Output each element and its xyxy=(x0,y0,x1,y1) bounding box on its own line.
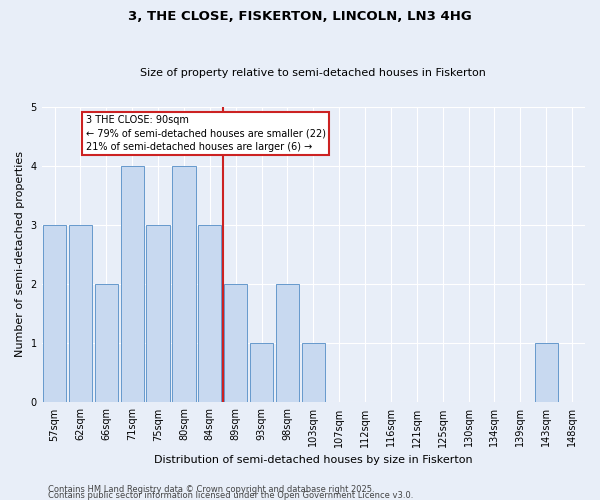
Text: Contains public sector information licensed under the Open Government Licence v3: Contains public sector information licen… xyxy=(48,491,413,500)
Text: 3, THE CLOSE, FISKERTON, LINCOLN, LN3 4HG: 3, THE CLOSE, FISKERTON, LINCOLN, LN3 4H… xyxy=(128,10,472,23)
Y-axis label: Number of semi-detached properties: Number of semi-detached properties xyxy=(15,152,25,358)
Bar xyxy=(121,166,144,402)
Bar xyxy=(198,225,221,402)
Bar xyxy=(302,344,325,402)
Bar xyxy=(146,225,170,402)
Bar xyxy=(276,284,299,403)
Bar xyxy=(69,225,92,402)
Title: Size of property relative to semi-detached houses in Fiskerton: Size of property relative to semi-detach… xyxy=(140,68,486,78)
Text: Contains HM Land Registry data © Crown copyright and database right 2025.: Contains HM Land Registry data © Crown c… xyxy=(48,484,374,494)
Bar xyxy=(95,284,118,403)
Bar xyxy=(535,344,558,402)
Text: 3 THE CLOSE: 90sqm
← 79% of semi-detached houses are smaller (22)
21% of semi-de: 3 THE CLOSE: 90sqm ← 79% of semi-detache… xyxy=(86,116,326,152)
Bar xyxy=(172,166,196,402)
Bar xyxy=(250,344,273,402)
X-axis label: Distribution of semi-detached houses by size in Fiskerton: Distribution of semi-detached houses by … xyxy=(154,455,473,465)
Bar xyxy=(224,284,247,403)
Bar xyxy=(43,225,66,402)
